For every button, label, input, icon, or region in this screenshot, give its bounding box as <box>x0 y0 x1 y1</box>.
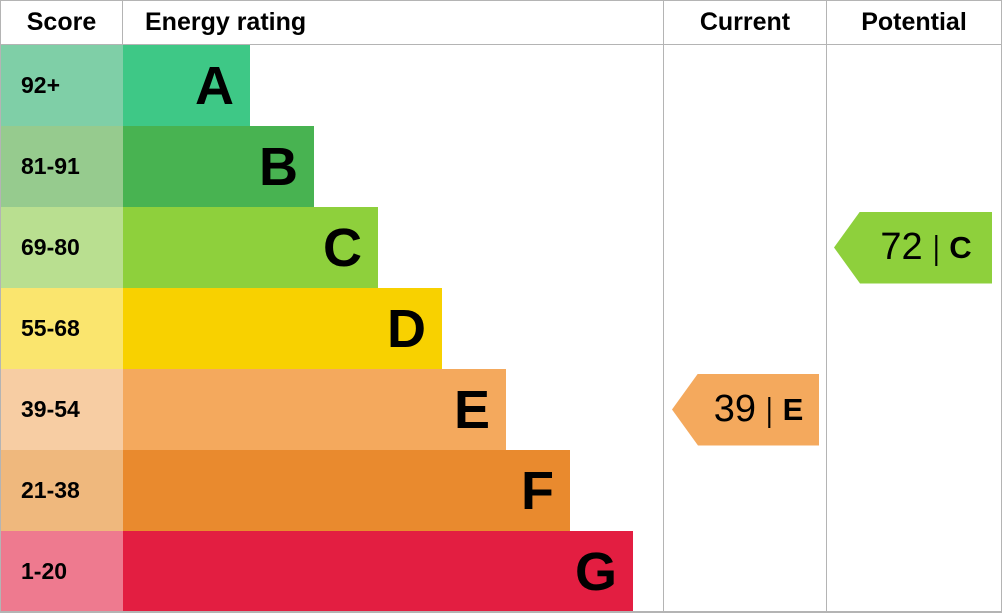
band-bar-a: A <box>123 45 250 126</box>
score-range-g: 1-20 <box>1 531 123 611</box>
separator-bar: | <box>932 228 940 266</box>
score-range-f: 21-38 <box>1 450 123 531</box>
band-row-d: 55-68 D <box>1 288 663 369</box>
band-row-b: 81-91 B <box>1 126 663 207</box>
current-rating-arrow: 39 | E <box>672 373 819 446</box>
band-row-a: 92+ A <box>1 45 663 126</box>
score-range-e: 39-54 <box>1 369 123 450</box>
chart-body: 92+ A 81-91 B 69-80 C 55-68 D 39-54 E 21… <box>1 45 1001 611</box>
potential-rating-arrow: 72 | C <box>834 211 992 284</box>
potential-band-letter: C <box>949 229 972 265</box>
band-row-e: 39-54 E <box>1 369 663 450</box>
band-row-c: 69-80 C <box>1 207 663 288</box>
score-range-b: 81-91 <box>1 126 123 207</box>
potential-score-value: 72 <box>880 226 923 268</box>
band-row-f: 21-38 F <box>1 450 663 531</box>
band-bar-g: G <box>123 531 633 611</box>
current-score-value: 39 <box>713 388 756 430</box>
band-bar-b: B <box>123 126 314 207</box>
current-band-letter: E <box>782 391 804 427</box>
header-score: Score <box>1 1 123 44</box>
separator-bar: | <box>765 390 773 428</box>
band-bar-f: F <box>123 450 570 531</box>
score-range-d: 55-68 <box>1 288 123 369</box>
score-range-a: 92+ <box>1 45 123 126</box>
header-current: Current <box>663 1 826 44</box>
header-potential: Potential <box>826 1 1001 44</box>
potential-column: 72 | C <box>826 45 1001 611</box>
band-bar-e: E <box>123 369 506 450</box>
header-energy-rating: Energy rating <box>145 8 307 36</box>
band-row-g: 1-20 G <box>1 531 663 611</box>
band-bar-d: D <box>123 288 442 369</box>
header-row: Score Energy rating Current Potential <box>1 1 1001 45</box>
band-bar-c: C <box>123 207 378 288</box>
bands-column: 92+ A 81-91 B 69-80 C 55-68 D 39-54 E 21… <box>1 45 663 611</box>
score-range-c: 69-80 <box>1 207 123 288</box>
current-column: 39 | E <box>663 45 826 611</box>
